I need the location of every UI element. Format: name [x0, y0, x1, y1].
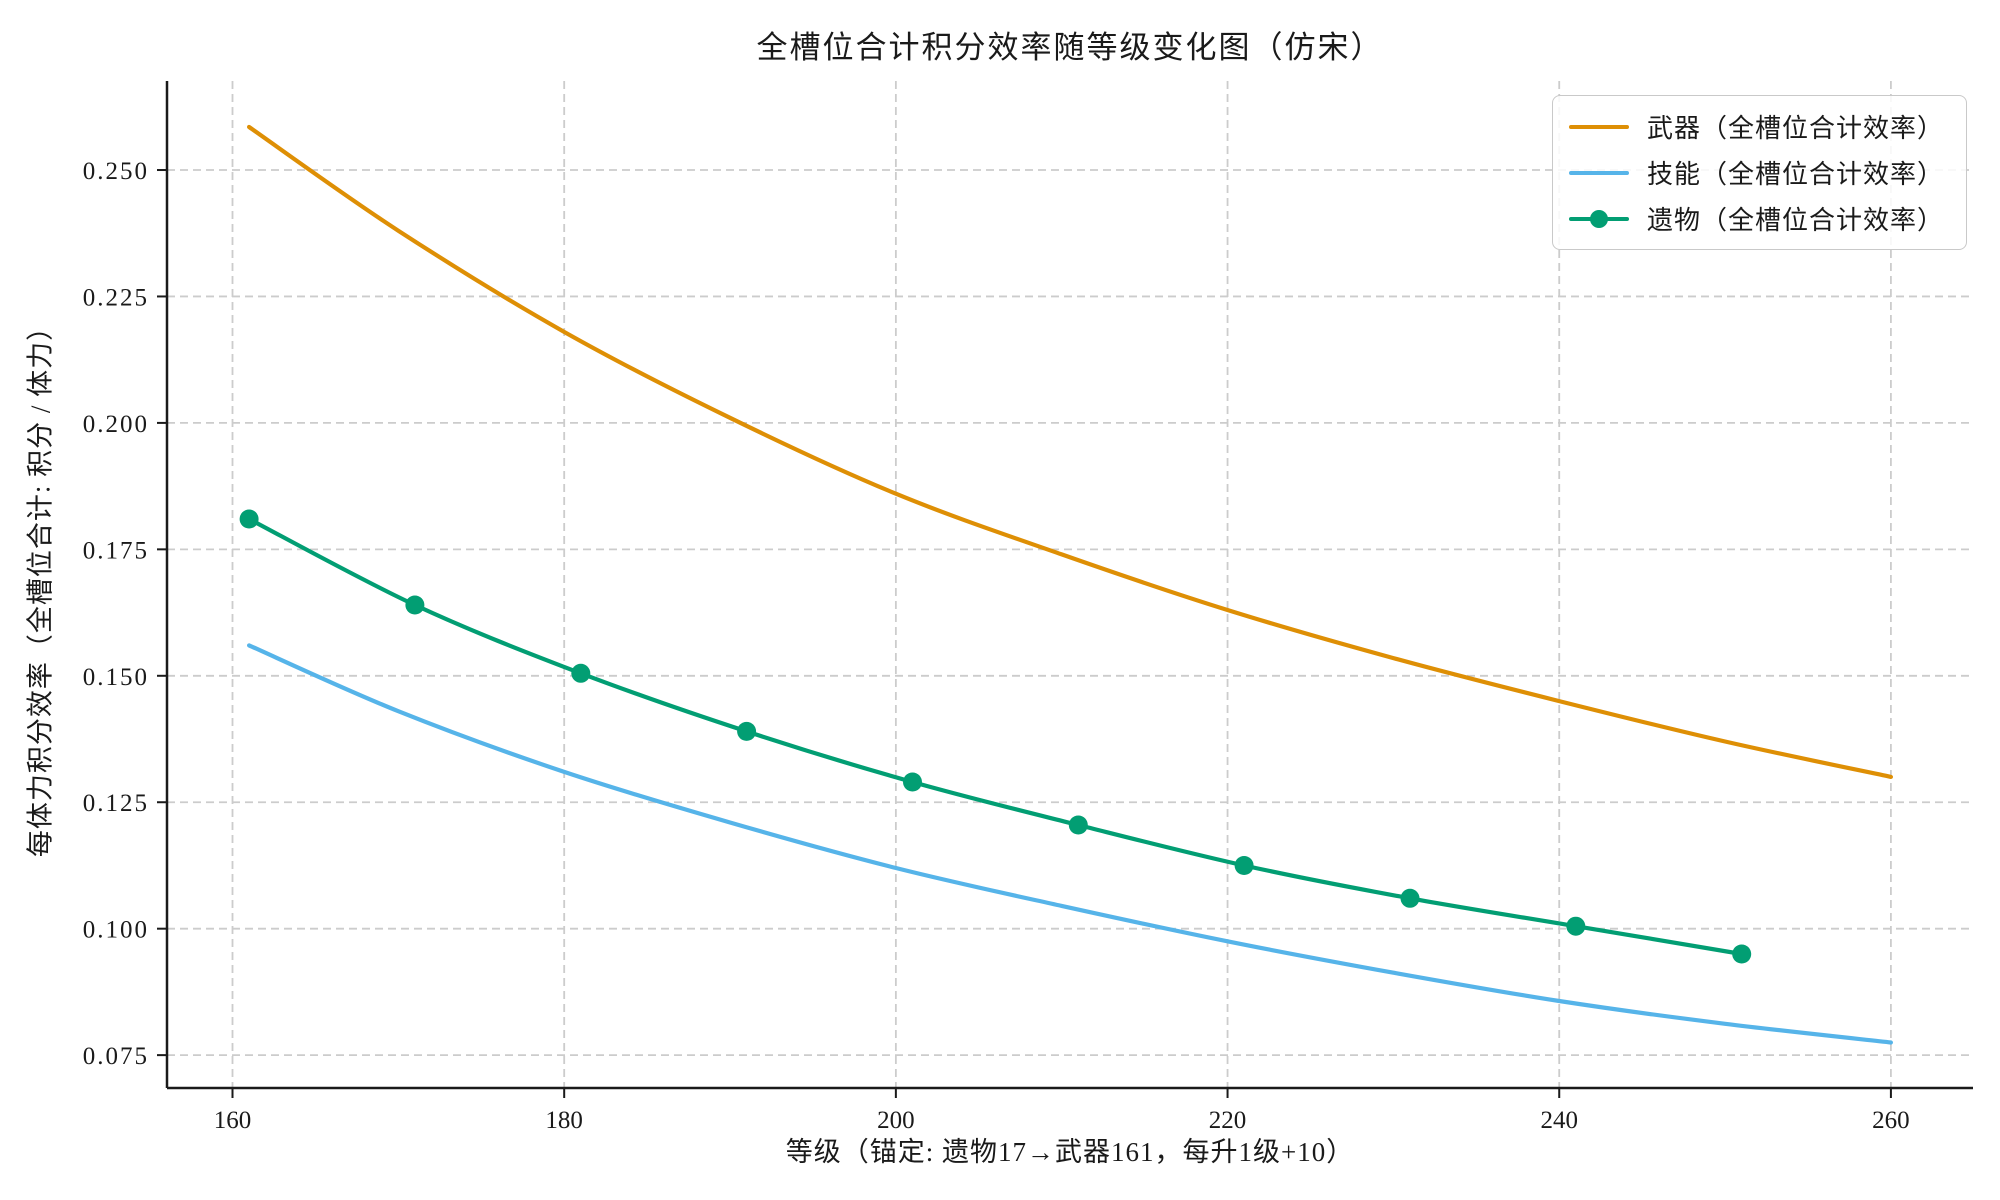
relic-line-sample [1568, 209, 1629, 228]
relic-data-point [1400, 888, 1420, 908]
x-tick-label: 220 [1209, 1107, 1247, 1134]
x-tick-label: 240 [1540, 1107, 1578, 1134]
skill-series-line [247, 643, 1893, 1045]
relic-data-point [239, 509, 259, 529]
y-tick-label: 0.150 [83, 664, 149, 691]
x-tick-label: 180 [545, 1107, 583, 1134]
x-tick-label: 200 [877, 1107, 915, 1134]
x-tick-label: 160 [214, 1107, 252, 1134]
y-tick-label: 0.200 [83, 411, 149, 438]
weapon-series-line [247, 124, 1893, 779]
chart-title: 全槽位合计积分效率随等级变化图（仿宋） [756, 30, 1384, 65]
y-tick-label: 0.075 [83, 1043, 149, 1070]
legend: 武器（全槽位合计效率） 技能（全槽位合计效率） 遗物（全槽位合计效率） [1551, 95, 1967, 250]
relic-data-point [1234, 856, 1254, 875]
weapon-line-sample [1568, 118, 1629, 136]
y-axis-label: 每体力积分效率（全槽位合计: 积分 / 体力） [25, 312, 56, 858]
y-tick-label: 0.225 [83, 284, 149, 311]
relic-data-point [737, 721, 757, 741]
relic-series-line [247, 516, 1744, 957]
relic-data-point [1566, 916, 1586, 936]
legend-item-weapon: 武器（全槽位合计效率） [1568, 108, 1944, 145]
y-tick-label: 0.175 [83, 537, 149, 564]
y-tick-label: 0.100 [83, 917, 149, 944]
relic-data-point [903, 772, 922, 792]
relic-data-point [571, 663, 591, 683]
relic-data-point [1068, 815, 1088, 835]
skill-line-sample [1568, 164, 1629, 182]
relic-data-point [405, 595, 425, 615]
legend-label-weapon: 武器（全槽位合计效率） [1646, 114, 1944, 143]
y-tick-label: 0.250 [83, 158, 149, 185]
x-axis-label: 等级（锚定: 遗物17→武器161，每升1级+10） [785, 1137, 1355, 1167]
legend-label-skill: 技能（全槽位合计效率） [1646, 160, 1944, 189]
x-tick-label: 260 [1872, 1107, 1910, 1134]
legend-item-relic: 遗物（全槽位合计效率） [1568, 200, 1944, 237]
relic-data-point [1732, 944, 1752, 964]
legend-item-skill: 技能（全槽位合计效率） [1568, 154, 1944, 191]
y-tick-label: 0.125 [83, 790, 149, 817]
legend-label-relic: 遗物（全槽位合计效率） [1646, 206, 1944, 235]
